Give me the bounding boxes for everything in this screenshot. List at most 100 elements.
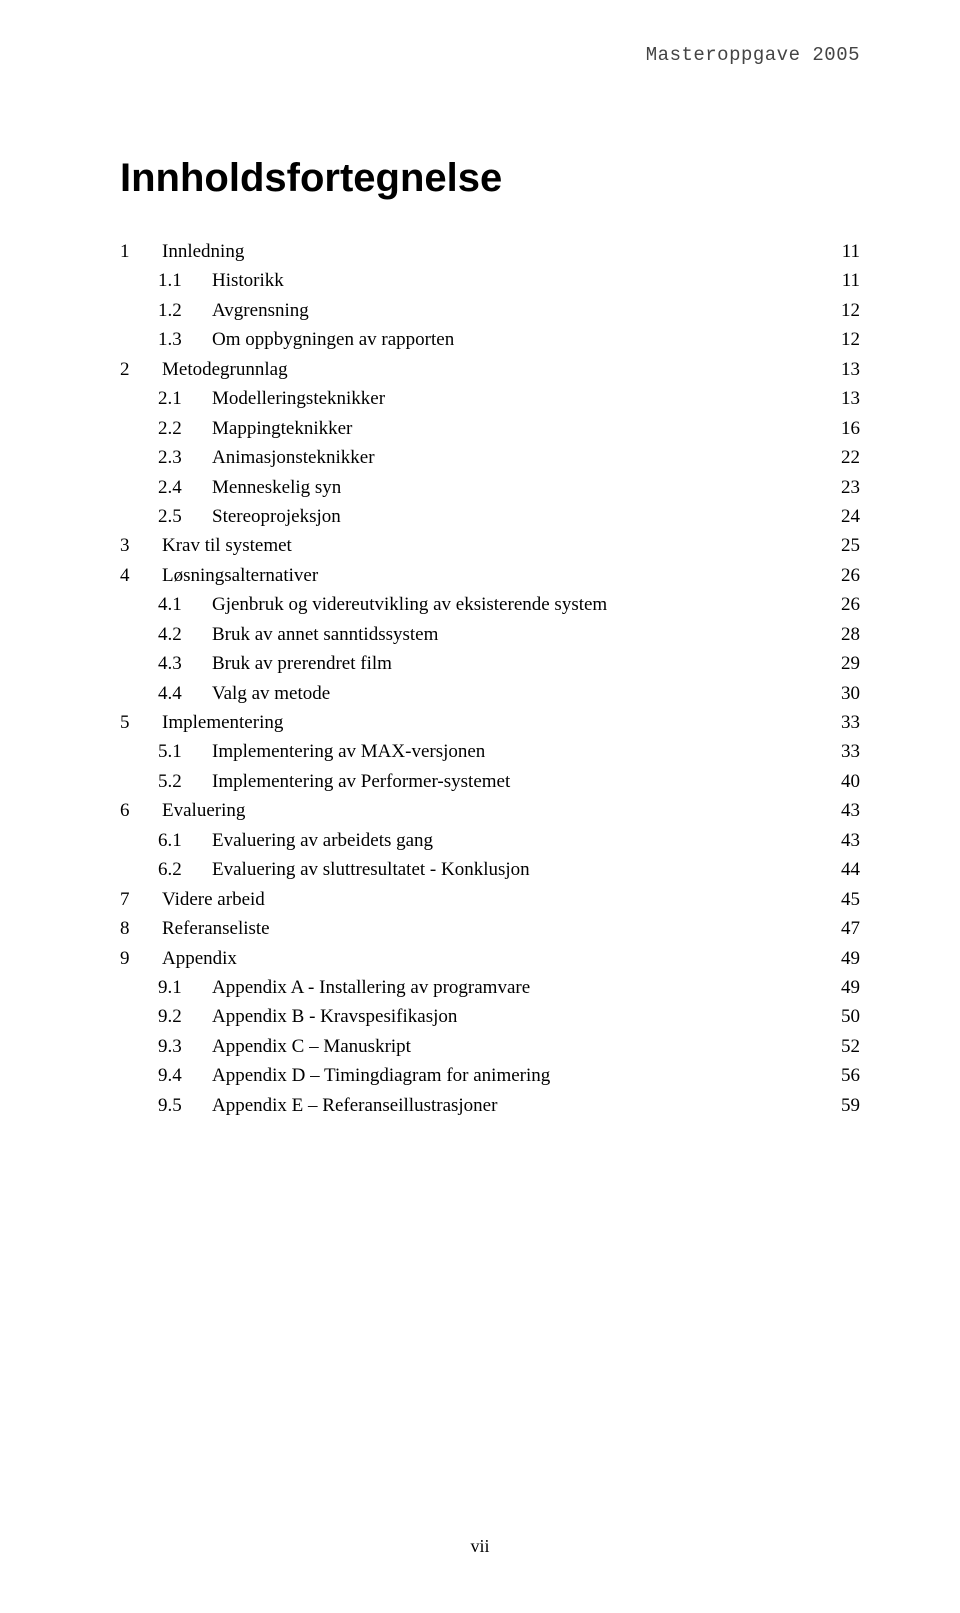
toc-entry-label: Implementering av MAX-versjonen xyxy=(212,737,485,766)
toc-entry: 2.5 Stereoprojeksjon 24 xyxy=(120,502,860,531)
toc-entry-number: 2.2 xyxy=(158,414,198,443)
toc-entry-page: 43 xyxy=(841,796,860,825)
toc-entry-label: Appendix xyxy=(162,944,237,973)
toc-entry: 2Metodegrunnlag13 xyxy=(120,355,860,384)
toc-entry-page: 29 xyxy=(841,649,860,678)
toc-entry-label: Om oppbygningen av rapporten xyxy=(212,325,454,354)
toc-entry-page: 33 xyxy=(841,708,860,737)
toc-entry-number: 2.5 xyxy=(158,502,198,531)
toc-entry-page: 25 xyxy=(841,531,860,560)
toc-entry: 9.1Appendix A - Installering av programv… xyxy=(120,973,860,1002)
toc-entry-number: 8 xyxy=(120,914,140,943)
toc-entry-label: Mappingteknikker xyxy=(212,414,352,443)
toc-entry-page: 26 xyxy=(841,561,860,590)
toc-entry-label: Referanseliste xyxy=(162,914,270,943)
toc-entry-label: Appendix B - Kravspesifikasjon xyxy=(212,1002,457,1031)
toc-entry: 8 Referanseliste 47 xyxy=(120,914,860,943)
toc-entry-number: 1.3 xyxy=(158,325,198,354)
toc-entry: 2.1Modelleringsteknikker13 xyxy=(120,384,860,413)
toc-entry-number: 1.1 xyxy=(158,266,198,295)
toc-entry-page: 11 xyxy=(842,266,860,295)
toc-entry: 1.1 Historikk 11 xyxy=(120,266,860,295)
toc-entry-page: 22 xyxy=(841,443,860,472)
toc-entry-label: Gjenbruk og videreutvikling av eksistere… xyxy=(212,590,607,619)
toc-entry-number: 9 xyxy=(120,944,140,973)
toc-entry: 5.1 Implementering av MAX-versjonen 33 xyxy=(120,737,860,766)
toc-entry-number: 1.2 xyxy=(158,296,198,325)
toc-entry-label: Bruk av annet sanntidssystem xyxy=(212,620,438,649)
toc-entry: 6.2Evaluering av sluttresultatet - Konkl… xyxy=(120,855,860,884)
toc-entry-label: Historikk xyxy=(212,266,284,295)
toc-entry-number: 2.1 xyxy=(158,384,198,413)
toc-entry-page: 47 xyxy=(841,914,860,943)
toc-entry-number: 6 xyxy=(120,796,140,825)
toc-entry: 6.1Evaluering av arbeidets gang43 xyxy=(120,826,860,855)
toc-entry-label: Innledning xyxy=(162,237,244,266)
toc-entry: 1.3 Om oppbygningen av rapporten 12 xyxy=(120,325,860,354)
toc-entry-label: Evaluering av sluttresultatet - Konklusj… xyxy=(212,855,530,884)
page-number: vii xyxy=(0,1536,960,1557)
toc-entry-number: 4.3 xyxy=(158,649,198,678)
toc-entry-page: 28 xyxy=(841,620,860,649)
toc-entry: 5.2Implementering av Performer-systemet4… xyxy=(120,767,860,796)
toc-entry-label: Appendix D – Timingdiagram for animering xyxy=(212,1061,550,1090)
toc-entry-label: Evaluering xyxy=(162,796,245,825)
toc-entry: 4.2Bruk av annet sanntidssystem28 xyxy=(120,620,860,649)
toc-entry: 6 Evaluering 43 xyxy=(120,796,860,825)
toc-entry-page: 13 xyxy=(841,384,860,413)
toc-entry: 4.4 Valg av metode 30 xyxy=(120,679,860,708)
toc-entry-page: 12 xyxy=(841,325,860,354)
toc-entry: 9.3Appendix C – Manuskript52 xyxy=(120,1032,860,1061)
toc-entry-label: Valg av metode xyxy=(212,679,330,708)
toc-entry-page: 52 xyxy=(841,1032,860,1061)
toc-entry-page: 56 xyxy=(841,1061,860,1090)
toc-entry-label: Evaluering av arbeidets gang xyxy=(212,826,433,855)
toc-entry: 2.3 Animasjonsteknikker 22 xyxy=(120,443,860,472)
toc-entry-page: 49 xyxy=(841,944,860,973)
toc-entry-label: Videre arbeid xyxy=(162,885,265,914)
toc-entry: 2.4 Menneskelig syn 23 xyxy=(120,473,860,502)
toc-entry-number: 4.4 xyxy=(158,679,198,708)
toc-entry-label: Bruk av prerendret film xyxy=(212,649,392,678)
toc-entry-number: 5.1 xyxy=(158,737,198,766)
toc-entry-page: 44 xyxy=(841,855,860,884)
toc-entry-label: Implementering xyxy=(162,708,283,737)
toc-entry-number: 7 xyxy=(120,885,140,914)
toc-entry: 5Implementering33 xyxy=(120,708,860,737)
toc-entry-label: Avgrensning xyxy=(212,296,309,325)
toc-entry-number: 6.1 xyxy=(158,826,198,855)
toc-entry-page: 33 xyxy=(841,737,860,766)
toc-entry-page: 11 xyxy=(842,237,860,266)
toc-entry-page: 59 xyxy=(841,1091,860,1120)
toc-list: 1 Innledning 11 1.1 Historikk 11 1.2 Avgrensnin… xyxy=(120,237,860,1120)
toc-entry-page: 23 xyxy=(841,473,860,502)
toc-entry-label: Appendix E – Referanseillustrasjoner xyxy=(212,1091,497,1120)
toc-entry-label: Implementering av Performer-systemet xyxy=(212,767,510,796)
toc-entry-number: 2 xyxy=(120,355,140,384)
running-header: Masteroppgave 2005 xyxy=(646,44,860,66)
toc-entry-number: 1 xyxy=(120,237,140,266)
toc-entry-page: 26 xyxy=(841,590,860,619)
toc-entry-page: 24 xyxy=(841,502,860,531)
toc-entry: 9 Appendix 49 xyxy=(120,944,860,973)
toc-entry-number: 4.1 xyxy=(158,590,198,619)
toc-entry-page: 40 xyxy=(841,767,860,796)
toc-entry-number: 9.5 xyxy=(158,1091,198,1120)
toc-entry-page: 30 xyxy=(841,679,860,708)
toc-entry-number: 2.3 xyxy=(158,443,198,472)
toc-entry-number: 9.1 xyxy=(158,973,198,1002)
toc-title: Innholdsfortegnelse xyxy=(120,156,860,201)
toc-entry-label: Stereoprojeksjon xyxy=(212,502,341,531)
toc-entry-number: 4 xyxy=(120,561,140,590)
toc-entry: 3Krav til systemet25 xyxy=(120,531,860,560)
toc-entry-label: Menneskelig syn xyxy=(212,473,341,502)
toc-entry-number: 9.2 xyxy=(158,1002,198,1031)
toc-entry-number: 2.4 xyxy=(158,473,198,502)
toc-entry-label: Animasjonsteknikker xyxy=(212,443,375,472)
toc-entry: 4.3 Bruk av prerendret film 29 xyxy=(120,649,860,678)
toc-entry: 9.2 Appendix B - Kravspesifikasjon 50 xyxy=(120,1002,860,1031)
toc-entry-label: Metodegrunnlag xyxy=(162,355,288,384)
toc-entry-label: Appendix C – Manuskript xyxy=(212,1032,411,1061)
toc-entry-page: 50 xyxy=(841,1002,860,1031)
toc-entry-page: 49 xyxy=(841,973,860,1002)
